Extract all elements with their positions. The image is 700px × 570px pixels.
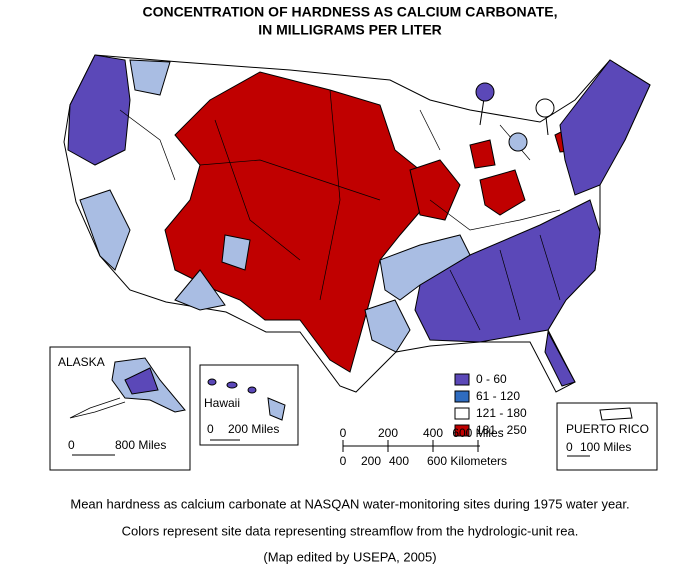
scale-label: 800 Miles bbox=[115, 438, 166, 452]
inset-label: Hawaii bbox=[204, 396, 240, 410]
scale-label: 200 bbox=[361, 454, 381, 468]
hawaii-inset: Hawaii 0 200 Miles bbox=[199, 364, 299, 446]
legend-label: 181 - 250 bbox=[476, 423, 527, 437]
legend-label: 121 - 180 bbox=[476, 406, 527, 420]
scale-label: 0 bbox=[340, 426, 347, 440]
legend: 0 - 60 61 - 120 121 - 180 181 - 250 bbox=[454, 372, 527, 437]
scale-label: 0 bbox=[566, 440, 573, 454]
title-line: CONCENTRATION OF HARDNESS AS CALCIUM CAR… bbox=[142, 4, 557, 20]
scale-label: 0 bbox=[68, 438, 75, 452]
us-map bbox=[63, 54, 651, 393]
alaska-inset: ALASKA 0 800 Miles bbox=[49, 346, 191, 471]
caption-line: Mean hardness as calcium carbonate at NA… bbox=[70, 496, 629, 511]
scale-label: 400 bbox=[389, 454, 409, 468]
caption-line: Colors represent site data representing … bbox=[122, 523, 579, 538]
title-line: IN MILLIGRAMS PER LITER bbox=[258, 22, 442, 38]
scale-label: 100 Miles bbox=[580, 440, 631, 454]
scale-label: 600 Miles bbox=[452, 426, 503, 440]
legend-swatch bbox=[454, 424, 470, 437]
scale-label: 0 bbox=[207, 422, 214, 436]
scale-label: 400 bbox=[423, 426, 443, 440]
legend-swatch bbox=[454, 373, 470, 386]
caption-line: (Map edited by USEPA, 2005) bbox=[263, 549, 436, 564]
scale-label: 0 bbox=[340, 454, 347, 468]
scale-label: 200 Miles bbox=[228, 422, 279, 436]
inset-label: ALASKA bbox=[58, 355, 105, 369]
legend-swatch bbox=[454, 390, 470, 403]
scale-label: 200 bbox=[378, 426, 398, 440]
legend-label: 0 - 60 bbox=[476, 372, 507, 386]
legend-swatch bbox=[454, 407, 470, 420]
inset-label: PUERTO RICO bbox=[566, 422, 649, 436]
puerto-rico-inset: PUERTO RICO 0 100 Miles bbox=[556, 402, 658, 471]
scale-label: 600 Kilometers bbox=[427, 454, 507, 468]
legend-label: 61 - 120 bbox=[476, 389, 520, 403]
scale-bar: 0 200 400 600 Miles 0 200 400 600 Kilometers bbox=[340, 426, 507, 468]
